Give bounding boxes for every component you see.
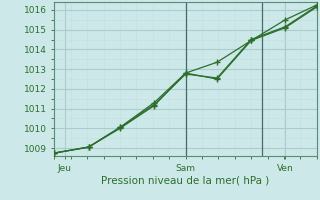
X-axis label: Pression niveau de la mer( hPa ): Pression niveau de la mer( hPa ) [101,175,270,185]
